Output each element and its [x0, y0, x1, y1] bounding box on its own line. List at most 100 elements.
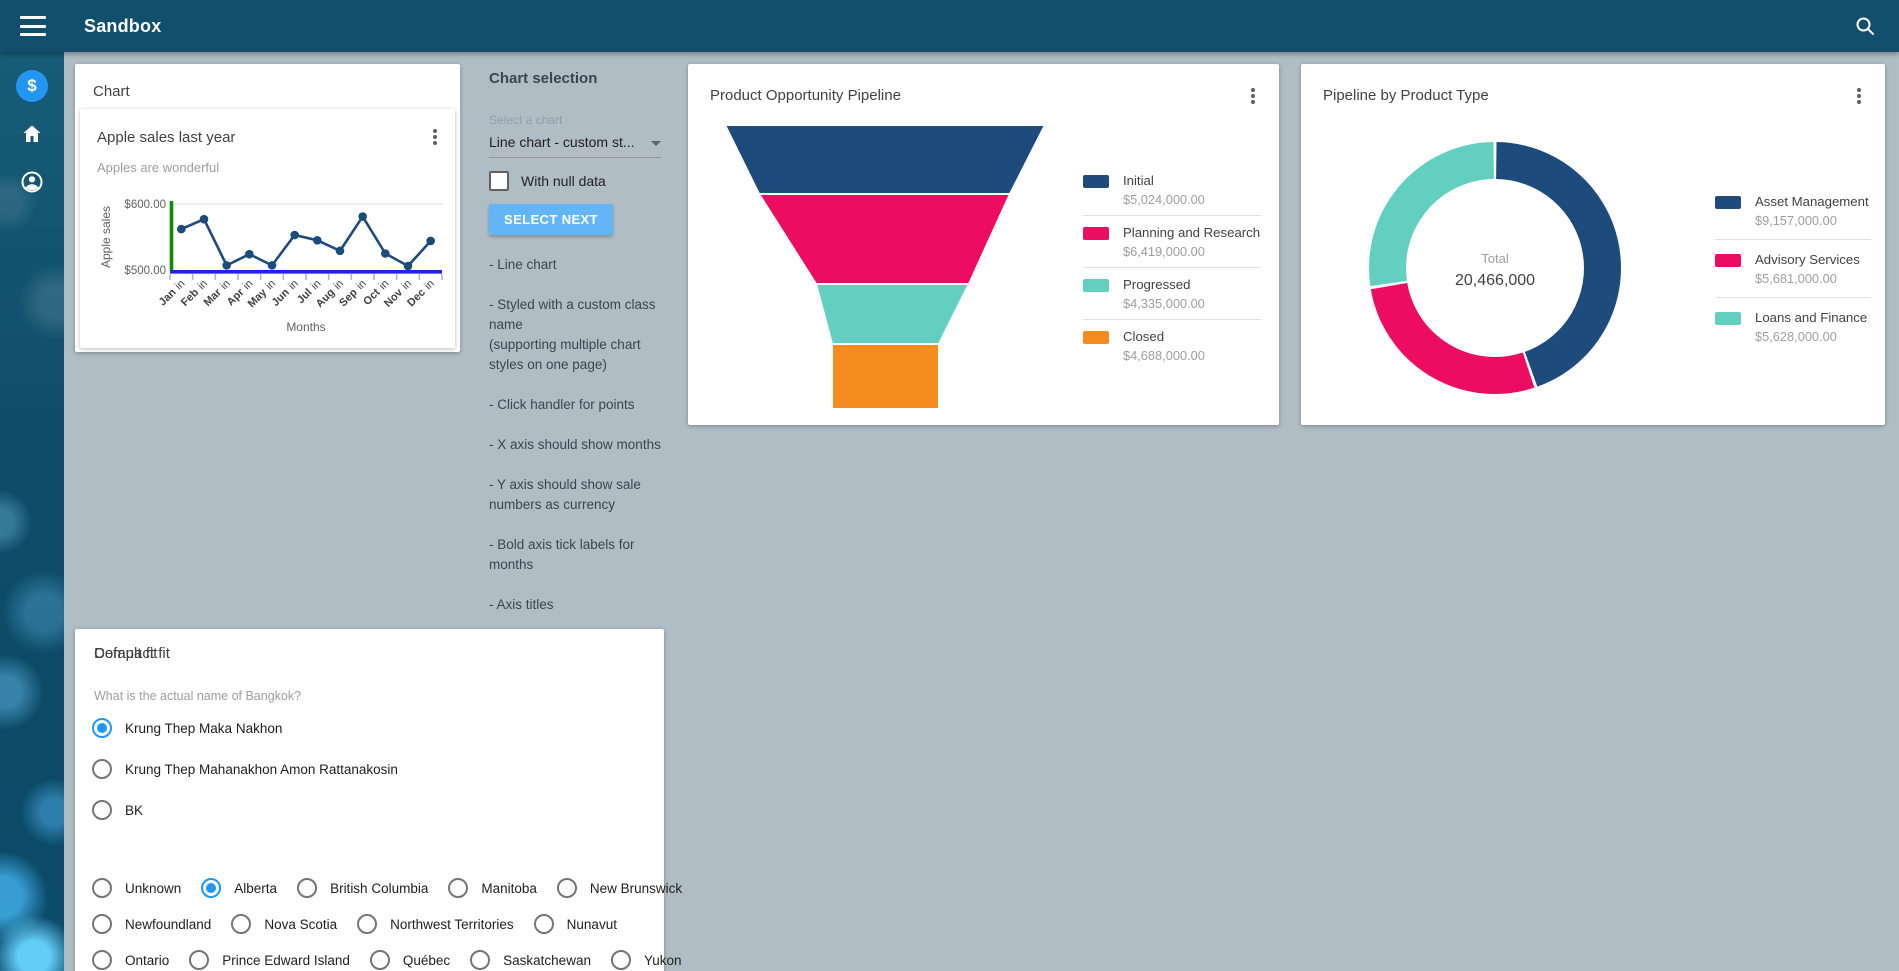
radio-option[interactable]: Québec	[369, 949, 450, 971]
kebab-menu-icon[interactable]	[1245, 84, 1261, 108]
top-app-bar: Sandbox	[0, 0, 1899, 52]
radio-selected-icon[interactable]	[92, 718, 112, 738]
funnel-segment[interactable]	[814, 283, 971, 345]
radio-icon[interactable]	[189, 950, 210, 970]
radio-option[interactable]: British Columbia	[297, 877, 428, 899]
legend-label: Asset Management	[1755, 194, 1869, 209]
svg-text:Total: Total	[1481, 251, 1509, 266]
default-fit-title: Default fit	[94, 645, 158, 662]
radio-option[interactable]: Krung Thep Mahanakhon Amon Rattanakosin	[92, 758, 398, 780]
chart-selection-panel: Chart selection Select a chart Line char…	[489, 64, 694, 635]
radio-label: Saskatchewan	[503, 952, 591, 968]
compact-fit-title: Compact fit	[94, 645, 170, 662]
sidebar-item-home[interactable]	[0, 110, 64, 158]
radio-label: British Columbia	[330, 880, 429, 896]
radio-icon[interactable]	[297, 878, 318, 898]
donut-segment[interactable]	[1495, 142, 1621, 387]
app-title: Sandbox	[84, 15, 162, 36]
color-chip-icon	[1715, 254, 1741, 267]
legend-item: Initial $5,024,000.00	[1083, 164, 1261, 215]
donut-card: Pipeline by Product Type Total 20,466,000…	[1301, 64, 1885, 425]
funnel-segment[interactable]	[725, 125, 1045, 195]
radio-icon[interactable]	[92, 800, 112, 820]
select-next-button[interactable]: SELECT NEXT	[489, 204, 613, 235]
radio-icon[interactable]	[92, 759, 112, 779]
donut-segment[interactable]	[1370, 282, 1535, 394]
radio-icon[interactable]	[92, 914, 112, 934]
radio-icon[interactable]	[556, 878, 577, 898]
radio-label: Northwest Territories	[390, 916, 514, 932]
legend-item: Advisory Services $5,681,000.00	[1715, 239, 1871, 297]
funnel-segment[interactable]	[757, 193, 1012, 285]
donut-chart[interactable]: Total 20,466,000	[1355, 128, 1635, 408]
legend-label: Loans and Finance	[1755, 310, 1868, 325]
panel-title: Chart	[93, 83, 130, 100]
legend-item: Planning and Research $6,419,000.00	[1083, 215, 1261, 267]
legend-value: $4,335,000.00	[1123, 296, 1205, 311]
radio-option[interactable]: Northwest Territories	[357, 913, 514, 935]
color-chip-icon	[1715, 196, 1741, 209]
radio-row: Ontario Prince Edward Island Québec Saskatc…	[92, 949, 682, 971]
legend-label: Closed	[1123, 329, 1165, 344]
legend-value: $9,157,000.00	[1755, 213, 1837, 228]
radio-selected-icon[interactable]	[201, 878, 222, 898]
radio-option[interactable]: Yukon	[610, 949, 682, 971]
radio-option[interactable]: Krung Thep Maka Nakhon	[92, 717, 398, 739]
radio-icon[interactable]	[231, 914, 252, 934]
province-radio-group: Unknown Alberta British Columbia Manitoba Ne…	[92, 877, 682, 971]
svg-text:$500.00: $500.00	[124, 265, 166, 277]
sidebar-item-money[interactable]: $	[0, 62, 64, 110]
radio-icon[interactable]	[448, 878, 469, 898]
home-icon	[23, 125, 41, 142]
radio-option[interactable]: Saskatchewan	[470, 949, 591, 971]
chart-select-dropdown[interactable]: Line chart - custom st...	[489, 134, 661, 158]
checkbox[interactable]	[489, 171, 509, 191]
donut-segment[interactable]	[1369, 142, 1495, 287]
radio-icon[interactable]	[470, 950, 491, 970]
kebab-menu-icon[interactable]	[427, 125, 443, 149]
svg-text:20,466,000: 20,466,000	[1455, 272, 1535, 289]
color-chip-icon	[1083, 279, 1109, 292]
sidebar: $	[0, 52, 64, 971]
radio-option[interactable]: Alberta	[201, 877, 277, 899]
radio-option[interactable]: Nunavut	[533, 913, 617, 935]
radio-icon[interactable]	[533, 914, 554, 934]
radio-label: BK	[125, 802, 144, 818]
radio-option[interactable]: Ontario	[92, 949, 169, 971]
funnel-card: Product Opportunity Pipeline Initial $5,0…	[688, 64, 1279, 425]
null-data-checkbox-row[interactable]: With null data	[489, 171, 694, 191]
sidebar-item-account[interactable]	[0, 158, 64, 206]
radio-option[interactable]: Prince Edward Island	[189, 949, 350, 971]
funnel-legend: Initial $5,024,000.00 Planning and Researc…	[1083, 164, 1261, 371]
radio-option[interactable]: Newfoundland	[92, 913, 211, 935]
funnel-chart[interactable]	[725, 125, 1045, 410]
note-item: - Click handler for points	[489, 397, 635, 412]
select-label: Select a chart	[489, 113, 563, 127]
radio-label: Nova Scotia	[264, 916, 338, 932]
kebab-menu-icon[interactable]	[1851, 84, 1867, 108]
radio-label: Nunavut	[566, 916, 617, 932]
search-icon[interactable]	[1853, 14, 1877, 38]
legend-label: Progressed	[1123, 277, 1191, 292]
legend-item: Closed $4,688,000.00	[1083, 319, 1261, 371]
bangkok-radio-group: Krung Thep Maka Nakhon Krung Thep Mahanak…	[92, 717, 398, 840]
legend-value: $5,681,000.00	[1755, 271, 1837, 286]
note-item: - Axis titles	[489, 597, 554, 612]
default-fit-card: Default fit What is the actual name of B…	[75, 629, 682, 971]
note-item: - Styled with a custom class name (suppo…	[489, 297, 656, 372]
radio-option[interactable]: Nova Scotia	[231, 913, 337, 935]
menu-icon[interactable]	[20, 16, 46, 36]
radio-option[interactable]: Manitoba	[448, 877, 537, 899]
radio-option[interactable]: BK	[92, 799, 398, 821]
radio-icon[interactable]	[357, 914, 378, 934]
radio-icon[interactable]	[92, 878, 112, 898]
radio-icon[interactable]	[369, 950, 390, 970]
funnel-segment[interactable]	[831, 343, 940, 410]
radio-label: New Brunswick	[589, 880, 683, 896]
radio-icon[interactable]	[610, 950, 631, 970]
radio-option[interactable]: Unknown	[92, 877, 181, 899]
radio-icon[interactable]	[92, 950, 112, 970]
radio-option[interactable]: New Brunswick	[556, 877, 683, 899]
note-item: - Bold axis tick labels for months	[489, 537, 635, 572]
